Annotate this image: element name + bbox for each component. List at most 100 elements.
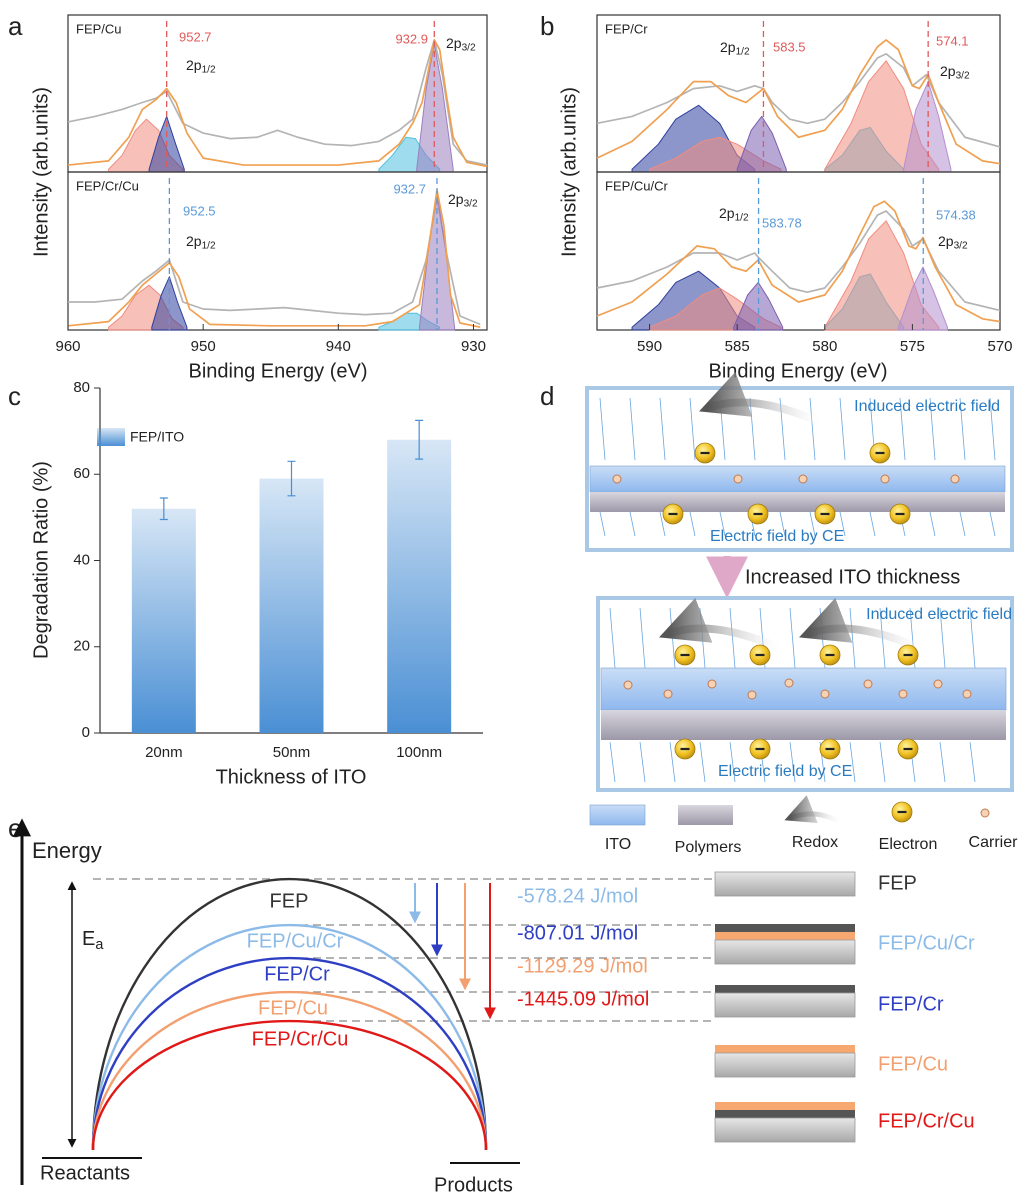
peak-label-sub: 1/2 xyxy=(202,64,216,75)
y-tick-label: 40 xyxy=(73,551,90,568)
stack-label: FEP/Cu/Cr xyxy=(878,932,975,954)
products-label: Products xyxy=(434,1174,513,1195)
peak-label-main: 2p xyxy=(446,35,462,51)
field-line xyxy=(659,511,666,537)
x-axis-label: Binding Energy (eV) xyxy=(709,360,888,382)
field-line xyxy=(969,741,976,783)
field-line xyxy=(789,607,796,669)
peak-label-main: 2p xyxy=(719,205,735,221)
spectrum-line xyxy=(596,200,1001,323)
induced-arrow xyxy=(699,371,822,426)
carrier-icon xyxy=(820,689,830,699)
field-line xyxy=(789,741,796,783)
panel-label: e xyxy=(8,813,22,843)
carrier-icon xyxy=(707,679,717,689)
field-line xyxy=(689,511,696,537)
field-label: Electric field by CE xyxy=(710,528,844,545)
panel-label: a xyxy=(8,11,23,41)
curve-label: FEP/Cr xyxy=(264,963,330,985)
peak-label: 2p3/2 xyxy=(446,35,476,53)
stack-label: FEP xyxy=(878,872,917,894)
induced-arrow xyxy=(799,597,922,652)
carrier-icon xyxy=(863,679,873,689)
subplot-title: FEP/Cu/Cr xyxy=(605,178,669,193)
peak-label-sub: 3/2 xyxy=(462,42,476,53)
peak-label-main: 2p xyxy=(448,191,464,207)
y-axis-label: Degradation Ratio (%) xyxy=(30,461,52,659)
stack-layer xyxy=(715,1110,855,1118)
carrier-icon xyxy=(747,690,757,700)
legend-label: Redox xyxy=(792,834,838,851)
field-label: Electric field by CE xyxy=(718,763,852,780)
peak-label-main: 2p xyxy=(186,233,202,249)
stack-layer xyxy=(715,1045,855,1053)
x-tick-label: 590 xyxy=(637,338,662,355)
stack-layer xyxy=(715,985,855,993)
peak-label-sub: 3/2 xyxy=(956,70,970,81)
field-line xyxy=(639,741,646,783)
peak-label-main: 2p xyxy=(938,233,954,249)
peak-label-main: 2p xyxy=(720,39,736,55)
legend-ito xyxy=(589,804,646,826)
panel-label: b xyxy=(540,11,554,41)
carrier-icon xyxy=(663,689,673,699)
curve-label: FEP/Cr/Cu xyxy=(252,1028,349,1050)
field-line xyxy=(629,397,636,461)
peak-value: 952.7 xyxy=(179,29,212,44)
spectrum-line xyxy=(596,210,1001,312)
curve-label: FEP/Cu xyxy=(258,997,328,1019)
carrier-icon xyxy=(950,474,960,484)
energy-axis-label: Energy xyxy=(32,838,102,863)
x-tick-label: 585 xyxy=(725,338,750,355)
y-tick-label: 60 xyxy=(73,465,90,482)
polymer-layer xyxy=(601,710,1006,740)
carrier-icon xyxy=(880,474,890,484)
plot-frame xyxy=(596,171,1001,331)
carrier-icon xyxy=(733,474,743,484)
field-line xyxy=(869,511,876,537)
field-line xyxy=(729,741,736,783)
legend-label: FEP/ITO xyxy=(130,429,184,445)
induced-arrow xyxy=(659,597,782,652)
panel-label: c xyxy=(8,381,21,411)
field-line xyxy=(669,741,676,783)
y-axis-label: Intensity (arb.units) xyxy=(558,87,580,257)
field-line xyxy=(959,397,966,461)
carrier-icon xyxy=(798,474,808,484)
spectrum-line xyxy=(67,39,488,166)
subplot-title: FEP/Cr/Cu xyxy=(76,178,139,193)
carrier-icon xyxy=(784,678,794,688)
peak-label: 2p1/2 xyxy=(720,39,750,57)
ea-label: Ea xyxy=(82,928,103,953)
field-line xyxy=(699,741,706,783)
x-tick-label: 50nm xyxy=(273,744,311,761)
peak-value: 583.5 xyxy=(773,39,806,54)
field-line xyxy=(779,511,786,537)
peak-label-main: 2p xyxy=(940,63,956,79)
field-label: Induced electric field xyxy=(854,398,1000,415)
error-bar xyxy=(415,419,424,460)
ito-layer xyxy=(589,465,1006,493)
stack-label: FEP/Cu xyxy=(878,1053,948,1075)
panel-label: d xyxy=(540,381,554,411)
carrier-icon xyxy=(933,679,943,689)
legend-swatch xyxy=(97,428,125,446)
peak-label-sub: 3/2 xyxy=(464,198,478,209)
plot-frame xyxy=(67,171,488,331)
x-tick-label: 940 xyxy=(326,338,351,355)
x-tick-label: 575 xyxy=(900,338,925,355)
stack-substrate xyxy=(714,992,856,1018)
peak-label-sub: 1/2 xyxy=(202,240,216,251)
field-line xyxy=(989,397,996,461)
x-axis-label: Binding Energy (eV) xyxy=(189,360,368,382)
stack-substrate xyxy=(714,1117,856,1143)
peak-value: 932.7 xyxy=(393,181,426,196)
x-tick-label: 950 xyxy=(191,338,216,355)
peak-label-sub: 1/2 xyxy=(735,212,749,223)
subplot-title: FEP/Cu xyxy=(76,21,122,36)
peak-label: 2p3/2 xyxy=(940,63,970,81)
field-line xyxy=(939,741,946,783)
component-peak xyxy=(733,281,784,331)
carrier-icon xyxy=(962,689,972,699)
carrier-icon xyxy=(898,689,908,699)
